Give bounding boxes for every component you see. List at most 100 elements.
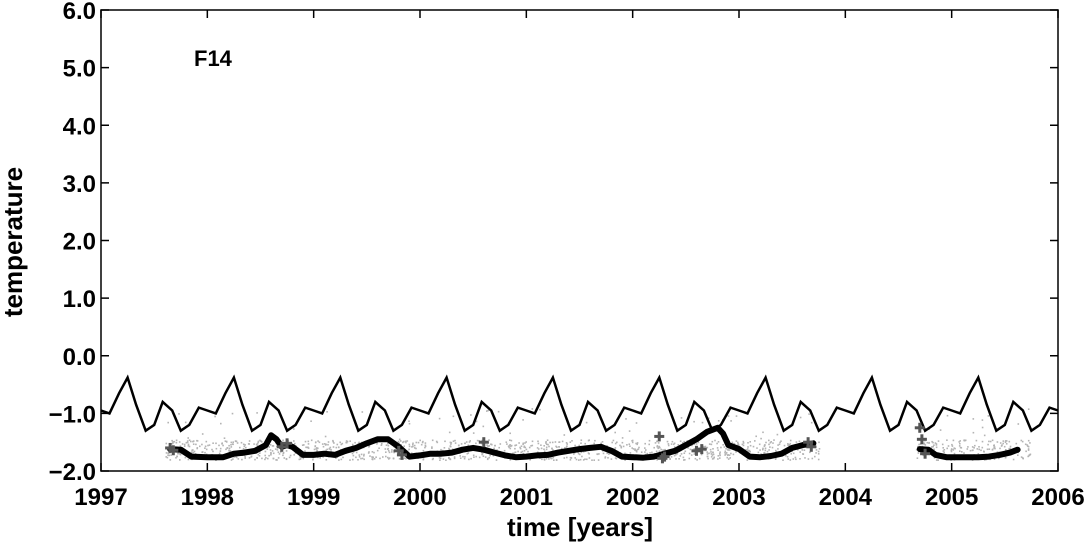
observation-dot: [980, 449, 982, 452]
observation-dot: [545, 442, 547, 444]
observation-dot: [752, 445, 755, 448]
observation-dot: [431, 458, 434, 461]
observation-dot: [683, 440, 685, 443]
observation-dot: [706, 446, 709, 449]
observation-dot: [277, 451, 280, 453]
observation-dot: [733, 443, 736, 445]
observation-dot: [574, 457, 576, 459]
observation-dot: [187, 458, 190, 461]
observation-dot: [280, 451, 282, 453]
observation-dot: [946, 414, 949, 417]
observation-dot: [986, 448, 989, 451]
cross-marker: [659, 451, 670, 462]
observation-dot: [651, 451, 653, 454]
observation-dot: [670, 456, 673, 458]
observation-dot: [1004, 456, 1007, 459]
observation-dot: [632, 448, 635, 450]
observation-dot: [817, 453, 820, 455]
observation-dot: [167, 452, 170, 455]
observation-dot: [569, 456, 572, 459]
observation-dot: [958, 441, 960, 443]
observation-dot: [648, 443, 650, 446]
observation-dot: [1000, 445, 1003, 447]
observation-dot: [762, 448, 764, 451]
observation-dot: [385, 444, 388, 446]
observation-dot: [993, 447, 995, 449]
x-tick-label: 1999: [287, 484, 340, 511]
observation-dot: [411, 446, 413, 448]
observation-dot: [649, 452, 651, 454]
observation-dot: [403, 440, 405, 443]
observation-dot: [341, 442, 344, 445]
observation-dot: [757, 451, 760, 454]
observation-dot: [361, 411, 364, 413]
observation-dot: [607, 457, 609, 459]
observation-dot: [728, 454, 731, 456]
observation-dot: [787, 444, 789, 447]
observation-dot: [742, 442, 745, 444]
observation-dot: [244, 455, 246, 458]
observation-dot: [754, 440, 756, 442]
observation-dot: [725, 453, 727, 455]
observation-dot: [325, 449, 327, 452]
observation-dot: [711, 454, 714, 456]
observation-dot: [166, 456, 169, 459]
observation-dot: [463, 457, 466, 460]
observation-dot: [393, 451, 395, 454]
observation-dot: [688, 457, 691, 460]
observation-dot: [509, 432, 511, 435]
observation-dot: [388, 458, 390, 460]
observation-dot: [588, 457, 591, 459]
observation-dot: [809, 451, 811, 454]
observation-dot: [673, 443, 675, 446]
observation-dot: [580, 442, 582, 444]
observation-dot: [1020, 439, 1023, 442]
observation-dot: [358, 441, 360, 444]
observation-dot: [204, 451, 206, 454]
observation-dot: [190, 440, 192, 443]
observation-dot: [964, 439, 966, 442]
observation-dot: [449, 445, 452, 447]
observation-dot: [788, 444, 791, 447]
observation-dot: [528, 446, 531, 449]
observation-dot: [972, 418, 975, 420]
observation-dot: [492, 454, 495, 457]
observation-dot: [541, 458, 543, 461]
observation-dot: [735, 451, 737, 453]
observation-dot: [939, 429, 942, 431]
observation-dot: [749, 444, 752, 447]
observation-dot: [454, 439, 456, 442]
observation-dot: [398, 458, 401, 460]
observation-dot: [431, 446, 433, 448]
observation-dot: [514, 447, 516, 450]
observation-dot: [529, 458, 531, 461]
observation-dot: [486, 458, 489, 461]
observation-dot: [622, 445, 625, 448]
observation-dot: [620, 446, 623, 449]
observation-dot: [318, 441, 321, 444]
observation-dot: [933, 448, 935, 451]
observation-dot: [614, 447, 617, 449]
observation-dot: [387, 450, 390, 452]
observation-dot: [680, 453, 683, 455]
y-tick-label: −1.0: [49, 401, 96, 428]
observation-dot: [531, 408, 534, 410]
observation-dot: [775, 449, 777, 452]
observation-dot: [950, 448, 953, 450]
observation-dot: [212, 442, 214, 444]
observation-dot: [537, 448, 540, 450]
observation-dot: [987, 415, 990, 417]
x-tick-label: 2006: [1031, 484, 1084, 511]
observation-dot: [385, 455, 387, 458]
observation-dot: [673, 454, 676, 457]
observation-dot: [520, 445, 523, 447]
observation-dot: [700, 453, 703, 456]
observation-dot: [635, 450, 638, 452]
observation-dot: [588, 439, 590, 441]
observation-dot: [581, 455, 583, 458]
observation-dot: [417, 441, 420, 444]
observation-dot: [224, 440, 227, 442]
observation-dot: [267, 457, 269, 460]
observation-dot: [972, 431, 975, 434]
observation-dot: [555, 459, 558, 461]
